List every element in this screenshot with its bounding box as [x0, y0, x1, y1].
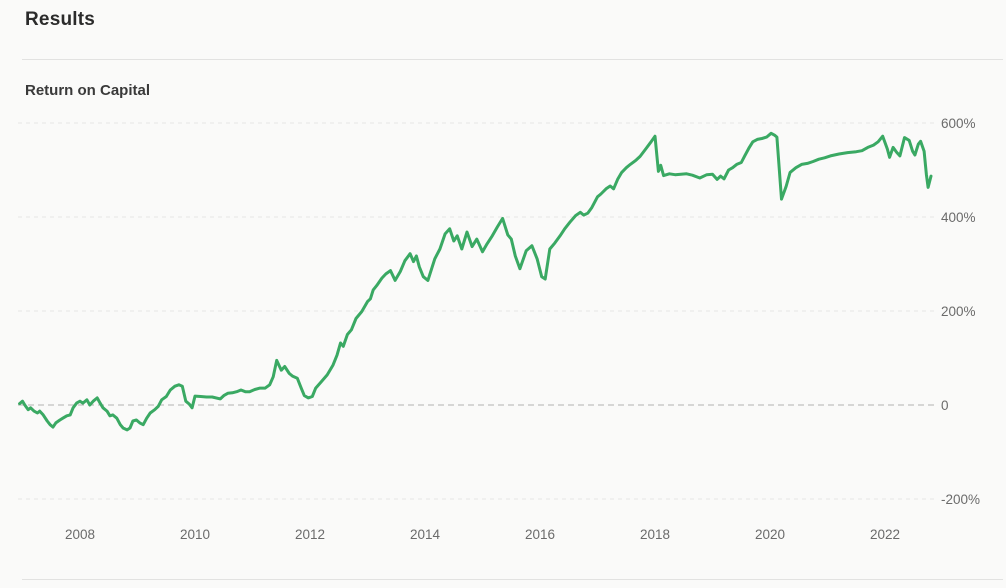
chart-title: Return on Capital	[25, 82, 151, 99]
x-axis-tick-label: 2010	[179, 527, 211, 542]
x-axis-tick-label: 2016	[524, 527, 556, 542]
bottom-divider	[22, 579, 1003, 580]
y-axis-tick-label: 200%	[941, 303, 976, 319]
y-axis-tick-label: 400%	[941, 209, 976, 225]
x-axis-tick-label: 2020	[754, 527, 786, 542]
x-axis-tick-label: 2008	[64, 527, 96, 542]
x-axis-tick-label: 2018	[639, 527, 671, 542]
y-axis-tick-label: 0	[941, 397, 949, 413]
header-divider	[22, 59, 1003, 60]
y-axis-tick-label: -200%	[941, 491, 981, 507]
page-title: Results	[25, 9, 96, 30]
y-axis-tick-label: 600%	[941, 115, 976, 131]
x-axis-tick-label: 2022	[869, 527, 901, 542]
return-on-capital-line	[18, 131, 933, 432]
x-axis-tick-label: 2012	[294, 527, 326, 542]
x-axis-tick-label: 2014	[409, 527, 441, 542]
